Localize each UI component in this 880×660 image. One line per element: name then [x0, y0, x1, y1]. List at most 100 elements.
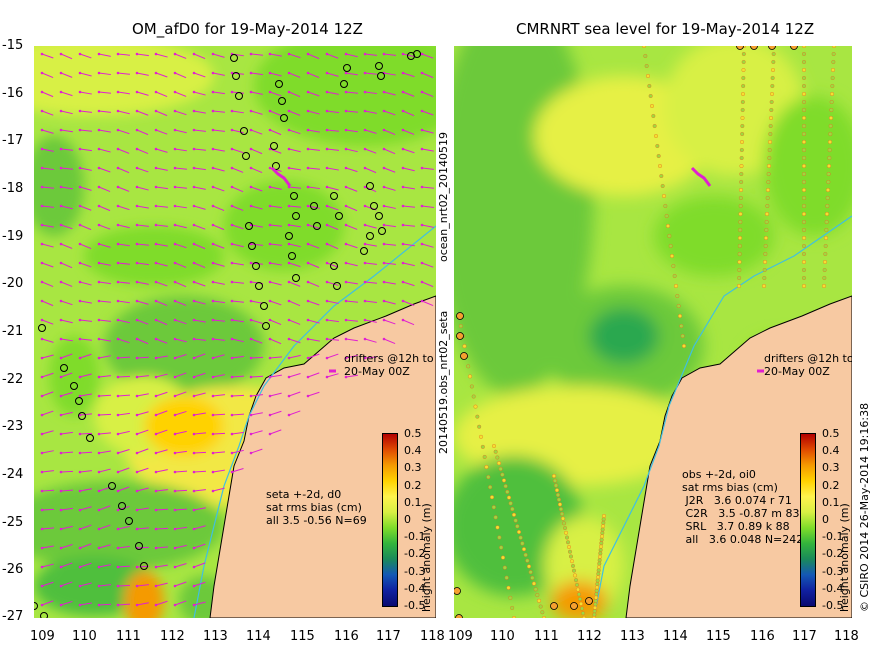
wind-arrow-head: [249, 280, 253, 284]
wind-arrow-head: [154, 261, 158, 265]
wind-arrow-head: [287, 166, 291, 170]
track-dot: [802, 68, 807, 73]
wind-arrow-head: [116, 489, 120, 493]
track-dot: [802, 46, 806, 48]
wind-arrow: [345, 300, 358, 303]
wind-arrow-head: [116, 603, 120, 607]
wind-arrow-head: [97, 489, 101, 493]
track-dot: [597, 558, 602, 563]
wind-arrow: [155, 110, 168, 117]
track-dot: [480, 444, 485, 449]
wind-arrow: [250, 53, 263, 56]
wind-arrow-head: [420, 109, 424, 113]
track-dot: [552, 478, 557, 483]
track-dot: [664, 213, 669, 218]
wind-arrow: [41, 110, 54, 116]
wind-arrow: [136, 91, 149, 96]
track-dot: [737, 283, 742, 288]
track-dot: [681, 344, 686, 349]
colorbar-right: 0.5 0.4 0.3 0.2 0.1 0 -0.1 -0.2 -0.3 -0.4 -0.5: [800, 427, 860, 613]
wind-arrow-head: [154, 356, 158, 360]
wind-arrow-head: [325, 147, 329, 151]
wind-arrow-head: [192, 451, 196, 455]
wind-arrow: [402, 205, 415, 208]
x-tick: 109: [30, 629, 55, 644]
wind-arrow-head: [78, 546, 82, 550]
wind-arrow: [60, 470, 74, 473]
track-dot: [574, 582, 579, 587]
wind-arrow-head: [249, 375, 253, 379]
wind-arrow: [174, 489, 188, 492]
wind-arrow: [60, 167, 73, 170]
wind-arrow: [231, 468, 244, 473]
y-tick: -20: [2, 276, 24, 291]
wind-arrow-head: [287, 52, 291, 56]
wind-arrow: [60, 544, 73, 549]
wind-arrow: [79, 281, 92, 286]
wind-arrow: [136, 53, 149, 57]
wind-arrow: [98, 186, 111, 193]
wind-arrow-head: [78, 128, 82, 132]
colorbar-label-right: height anomaly (m): [838, 503, 851, 612]
wind-arrow-head: [59, 223, 63, 227]
wind-arrow-head: [59, 318, 63, 322]
wind-arrow-head: [401, 90, 405, 94]
wind-arrow: [155, 469, 168, 473]
wind-arrow-head: [78, 90, 82, 94]
track-dot: [738, 203, 743, 208]
wind-arrow: [193, 489, 206, 492]
wind-arrow-head: [173, 413, 177, 417]
track-dot: [741, 92, 746, 97]
wind-arrow: [383, 53, 396, 56]
wind-arrow-head: [154, 299, 158, 303]
wind-arrow: [421, 186, 434, 189]
wind-arrow: [41, 319, 54, 325]
wind-arrow: [136, 584, 149, 587]
wind-arrow: [41, 72, 54, 79]
wind-arrow-head: [97, 52, 101, 56]
wind-arrow: [212, 72, 225, 76]
wind-arrow-head: [192, 375, 196, 379]
track-dot: [597, 554, 602, 559]
track-dot: [766, 187, 771, 192]
colorbar-tick: 0.1: [822, 495, 840, 509]
wind-arrow: [60, 507, 73, 511]
wind-arrow-head: [173, 470, 177, 474]
wind-arrow: [174, 129, 187, 134]
wind-arrow-head: [268, 356, 272, 360]
wind-arrow-head: [116, 261, 120, 265]
wind-arrow: [41, 545, 54, 549]
wind-arrow: [307, 319, 320, 324]
wind-arrow-head: [382, 261, 386, 265]
track-dot: [562, 526, 567, 531]
wind-arrow-head: [154, 508, 158, 512]
wind-arrow-head: [306, 147, 310, 151]
obs-circle: [375, 62, 383, 70]
wind-arrow: [383, 72, 396, 76]
wind-arrow: [155, 582, 168, 587]
wind-arrow: [231, 205, 244, 211]
wind-arrow-head: [59, 489, 63, 493]
wind-arrow: [421, 281, 434, 288]
x-tick: 114: [663, 629, 688, 644]
track-dot: [642, 46, 646, 48]
wind-arrow: [231, 449, 244, 454]
wind-arrow: [117, 167, 130, 174]
obs-circle: [232, 72, 240, 80]
wind-arrow-head: [40, 356, 44, 360]
wind-arrow-head: [325, 223, 329, 227]
wind-arrow-head: [325, 261, 329, 265]
track-dot: [740, 100, 745, 105]
wind-arrow-head: [249, 299, 253, 303]
wind-arrow: [41, 224, 54, 228]
wind-arrow-head: [211, 337, 215, 341]
obs-circle: [38, 324, 46, 332]
track-dot: [802, 131, 807, 136]
track-dot: [831, 68, 836, 73]
wind-arrow: [174, 53, 187, 59]
wind-arrow: [250, 319, 263, 324]
wind-arrow: [98, 300, 111, 303]
wind-arrow: [231, 243, 244, 248]
wind-arrow: [79, 72, 92, 77]
wind-arrow: [269, 338, 282, 345]
